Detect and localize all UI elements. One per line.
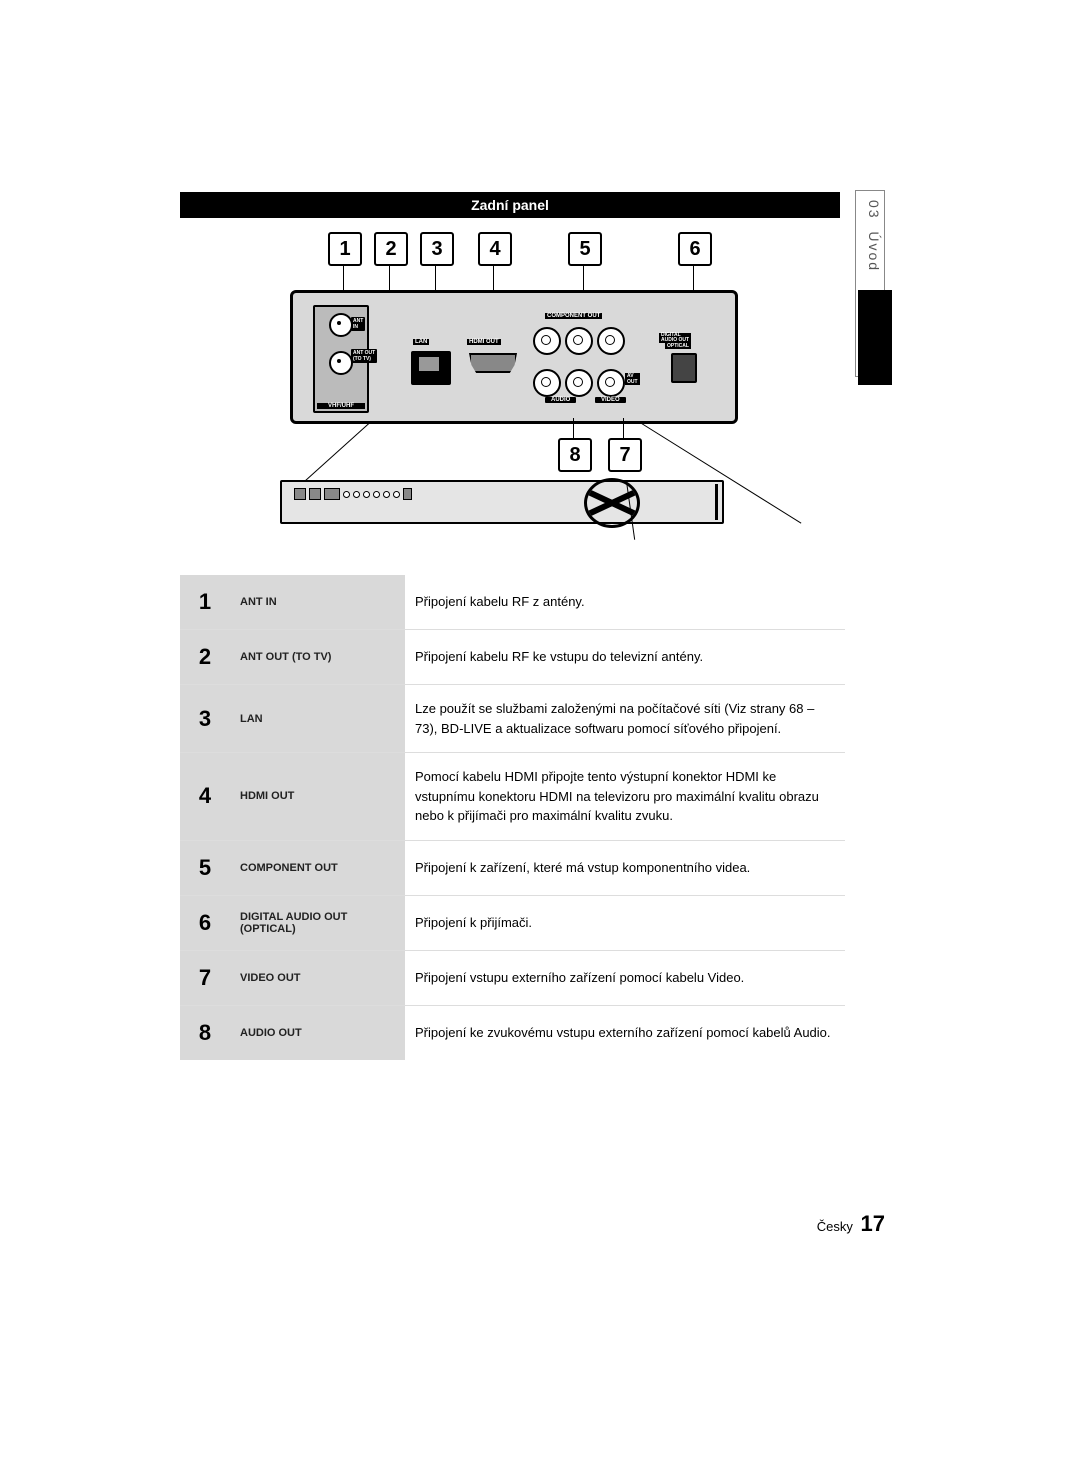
vhf-label: VHF/UHF: [317, 403, 365, 409]
row-number: 8: [180, 1005, 230, 1060]
row-number: 7: [180, 950, 230, 1005]
row-number: 2: [180, 630, 230, 685]
row-desc: Připojení ke zvukovému vstupu externího …: [405, 1005, 845, 1060]
hdmi-label: HDMI OUT: [467, 339, 501, 345]
row-desc: Připojení kabelu RF ke vstupu do televiz…: [405, 630, 845, 685]
audio-r: [565, 369, 593, 397]
mini-rca: [343, 491, 350, 498]
row-name: LAN: [230, 685, 405, 753]
row-number: 6: [180, 895, 230, 950]
row-name: COMPONENT OUT: [230, 840, 405, 895]
mini-opt: [403, 488, 412, 500]
table-row: 2ANT OUT (TO TV)Připojení kabelu RF ke v…: [180, 630, 845, 685]
lan-port: [411, 351, 451, 385]
mini-port: [324, 488, 340, 500]
header-title: Zadní panel: [471, 197, 549, 213]
mini-port: [309, 488, 321, 500]
table-row: 4HDMI OUTPomocí kabelu HDMI připojte ten…: [180, 753, 845, 841]
spec-table: 1ANT INPřipojení kabelu RF z antény.2ANT…: [180, 575, 845, 1060]
audio-l: [533, 369, 561, 397]
video-out: [597, 369, 625, 397]
callout-4: 4: [478, 232, 512, 266]
ant-in-label: ANTIN: [351, 317, 365, 331]
rear-panel: ANTIN ANT OUT(TO TV) VHF/UHF LAN HDMI OU…: [290, 290, 738, 424]
row-number: 1: [180, 575, 230, 630]
row-name: AUDIO OUT: [230, 1005, 405, 1060]
table-row: 1ANT INPřipojení kabelu RF z antény.: [180, 575, 845, 630]
cable-stub: [715, 484, 718, 520]
callout-6: 6: [678, 232, 712, 266]
ant-out-port: [329, 351, 353, 375]
table-row: 6DIGITAL AUDIO OUT (OPTICAL)Připojení k …: [180, 895, 845, 950]
component-y: [533, 327, 561, 355]
ant-out-label: ANT OUT(TO TV): [351, 349, 377, 363]
row-desc: Připojení k zařízení, které má vstup kom…: [405, 840, 845, 895]
row-desc: Připojení kabelu RF z antény.: [405, 575, 845, 630]
lan-label: LAN: [413, 339, 429, 345]
table-row: 8AUDIO OUTPřipojení ke zvukovému vstupu …: [180, 1005, 845, 1060]
mini-rca: [373, 491, 380, 498]
row-name: HDMI OUT: [230, 753, 405, 841]
callout-3: 3: [420, 232, 454, 266]
ant-in-port: [329, 313, 353, 337]
vhf-block: ANTIN ANT OUT(TO TV) VHF/UHF: [313, 305, 369, 413]
optical-label: OPTICAL: [665, 343, 691, 349]
footer-page: 17: [861, 1211, 885, 1236]
side-black-tab: [858, 290, 892, 385]
row-number: 3: [180, 685, 230, 753]
rear-panel-diagram: 1 2 3 4 5 6 ANTIN ANT OUT(TO TV) VHF/UHF…: [290, 232, 750, 542]
optical-port: [671, 353, 697, 383]
section-name: Úvod: [866, 231, 882, 272]
page-footer: Česky 17: [817, 1211, 885, 1237]
row-number: 5: [180, 840, 230, 895]
av-out-label: AVOUT: [625, 373, 640, 385]
callout-1: 1: [328, 232, 362, 266]
component-pb: [565, 327, 593, 355]
row-desc: Připojení vstupu externího zařízení pomo…: [405, 950, 845, 1005]
footer-lang: Česky: [817, 1219, 853, 1234]
mini-rca: [383, 491, 390, 498]
table-row: 5COMPONENT OUTPřipojení k zařízení, kter…: [180, 840, 845, 895]
page: 03 Úvod Zadní panel 1 2 3 4 5 6 ANTIN AN…: [0, 0, 1080, 1477]
hdmi-port: [469, 353, 517, 373]
row-desc: Připojení k přijímači.: [405, 895, 845, 950]
audio-label: AUDIO: [545, 397, 576, 403]
section-header: Zadní panel: [180, 192, 840, 218]
component-label: COMPONENT OUT: [545, 313, 602, 319]
table-row: 3LANLze použít se službami založenými na…: [180, 685, 845, 753]
row-name: ANT IN: [230, 575, 405, 630]
row-desc: Pomocí kabelu HDMI připojte tento výstup…: [405, 753, 845, 841]
side-tab: 03 Úvod: [860, 200, 882, 272]
row-number: 4: [180, 753, 230, 841]
mini-rca: [363, 491, 370, 498]
callout-5: 5: [568, 232, 602, 266]
table-row: 7VIDEO OUTPřipojení vstupu externího zař…: [180, 950, 845, 1005]
component-pr: [597, 327, 625, 355]
row-desc: Lze použít se službami založenými na poč…: [405, 685, 845, 753]
row-name: DIGITAL AUDIO OUT (OPTICAL): [230, 895, 405, 950]
zoom-lines: [370, 422, 670, 482]
row-name: ANT OUT (TO TV): [230, 630, 405, 685]
digital-label: DIGITALAUDIO OUT: [659, 333, 691, 343]
section-number: 03: [866, 200, 882, 220]
mini-rca: [393, 491, 400, 498]
callout-2: 2: [374, 232, 408, 266]
device-outline: [280, 480, 724, 524]
row-name: VIDEO OUT: [230, 950, 405, 1005]
mini-ports: [294, 488, 412, 500]
mini-port: [294, 488, 306, 500]
mini-rca: [353, 491, 360, 498]
video-label: VIDEO: [595, 397, 626, 403]
